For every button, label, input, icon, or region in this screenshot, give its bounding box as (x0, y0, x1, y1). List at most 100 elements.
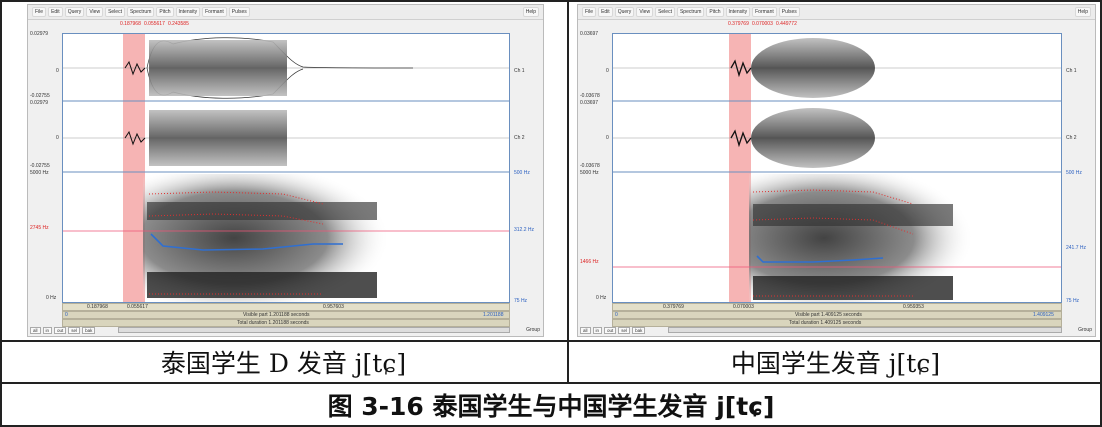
time-segment-1: 0.187968 (87, 304, 108, 310)
window-end-time: 1.409125 (1033, 312, 1054, 318)
menu-help[interactable]: Help (522, 7, 539, 17)
ch1-zero-label: 0 (606, 68, 609, 74)
row-divider (0, 340, 1102, 342)
menu-file[interactable]: File (32, 7, 47, 17)
menu-select[interactable]: Select (105, 7, 125, 17)
menu-file[interactable]: File (582, 7, 597, 17)
burst-ch2 (730, 129, 752, 148)
pitch-contour (150, 233, 343, 251)
menu-pulses[interactable]: Pulses (228, 7, 250, 17)
zoom-buttons: all in out sel bak (30, 327, 96, 334)
menu-edit[interactable]: Edit (598, 7, 613, 17)
ch2-min-label: -0.02755 (30, 163, 50, 169)
menu-query[interactable]: Query (614, 7, 635, 17)
channel-1-label[interactable]: Ch 1 (1066, 68, 1077, 74)
selection-duration: 0.070003 (752, 21, 773, 27)
praat-window-thai: File Edit Query View Select Spectrum Pit… (27, 4, 544, 337)
zoom-back-button[interactable]: bak (632, 327, 646, 334)
selection-end-time: 0.449772 (776, 21, 797, 27)
total-duration-label: Total duration 1.201188 seconds (237, 320, 309, 326)
menu-intensity[interactable]: Intensity (175, 7, 201, 17)
pitch-contour (756, 255, 884, 263)
visible-part-label: Visible part 1.409125 seconds (795, 312, 862, 318)
vowel-waveform-ch1 (751, 38, 875, 98)
visible-part-label: Visible part 1.201188 seconds (243, 312, 310, 318)
menu-help[interactable]: Help (1074, 7, 1091, 17)
zoom-all-button[interactable]: all (30, 327, 41, 334)
zoom-out-button[interactable]: out (54, 327, 67, 334)
menu-query[interactable]: Query (64, 7, 85, 17)
time-segment-3: 0.957603 (323, 304, 344, 310)
menu-pitch[interactable]: Pitch (706, 7, 724, 17)
zoom-selection-button[interactable]: sel (68, 327, 81, 334)
vowel-waveform-ch2 (149, 110, 287, 166)
pitch-bottom-label: 75 Hz (1066, 298, 1080, 304)
menu-view[interactable]: View (86, 7, 104, 17)
menu-edit[interactable]: Edit (48, 7, 63, 17)
praat-signal-area[interactable] (62, 33, 510, 303)
f1-band (147, 272, 377, 298)
visible-part-bar[interactable]: 0 Visible part 1.409125 seconds 1.409125 (612, 311, 1062, 319)
menu-intensity[interactable]: Intensity (725, 7, 751, 17)
pitch-top-label: 500 Hz (514, 170, 530, 176)
menu-formant[interactable]: Formant (202, 7, 227, 17)
menu-spectrum[interactable]: Spectrum (676, 7, 705, 17)
f2-band (147, 202, 377, 220)
caption-thai-student: 泰国学生 D 发音 j[tɕ] (160, 349, 407, 378)
praat-signal-area[interactable] (612, 33, 1062, 303)
menu-select[interactable]: Select (655, 7, 675, 17)
burst-ch2 (124, 130, 146, 146)
caption-chinese-student: 中国学生发音 j[tɕ] (730, 349, 941, 378)
formant-track-f3 (148, 191, 324, 205)
selection-highlight (123, 34, 145, 302)
window-start-time: 0 (65, 312, 68, 318)
zoom-back-button[interactable]: bak (82, 327, 96, 334)
waveform-spectrogram-graphic (613, 34, 1061, 302)
selection-start-time: 0.187968 (120, 21, 141, 27)
menu-formant[interactable]: Formant (752, 7, 777, 17)
zoom-in-button[interactable]: in (592, 327, 603, 334)
horizontal-scrollbar[interactable] (668, 327, 1062, 333)
menu-pulses[interactable]: Pulses (778, 7, 800, 17)
total-duration-bar[interactable]: Total duration 1.201188 seconds (62, 319, 510, 327)
zoom-selection-button[interactable]: sel (618, 327, 631, 334)
formant-track-f2 (752, 217, 914, 235)
ch2-zero-label: 0 (56, 135, 59, 141)
menu-pitch[interactable]: Pitch (156, 7, 174, 17)
menu-view[interactable]: View (636, 7, 654, 17)
row-divider (0, 382, 1102, 384)
ch1-max-label: 0.03697 (580, 31, 599, 37)
total-duration-label: Total duration 1.409125 seconds (789, 320, 862, 326)
zoom-all-button[interactable]: all (580, 327, 591, 334)
visible-part-bar[interactable]: 0 Visible part 1.201188 seconds 1.201188 (62, 311, 510, 319)
selection-end-time: 0.243585 (168, 21, 189, 27)
channel-1-label[interactable]: Ch 1 (514, 68, 525, 74)
zoom-buttons: all in out sel bak (580, 327, 646, 334)
group-checkbox-label[interactable]: Group (1078, 327, 1092, 333)
zoom-out-button[interactable]: out (604, 327, 617, 334)
ch2-min-label: -0.03678 (580, 163, 600, 169)
zoom-in-button[interactable]: in (42, 327, 53, 334)
ch2-max-label: 0.03697 (580, 100, 599, 106)
channel-2-label[interactable]: Ch 2 (1066, 135, 1077, 141)
group-checkbox-label[interactable]: Group (526, 327, 540, 333)
horizontal-scrollbar[interactable] (118, 327, 510, 333)
window-start-time: 0 (615, 312, 618, 318)
menu-spectrum[interactable]: Spectrum (126, 7, 155, 17)
vowel-waveform-ch1 (149, 40, 287, 96)
ch1-min-label: -0.03678 (580, 93, 600, 99)
figure-title: 图 3-16 泰国学生与中国学生发音 j[tɕ] (327, 391, 775, 421)
ch2-zero-label: 0 (606, 135, 609, 141)
ch1-min-label: -0.02755 (30, 93, 50, 99)
window-end-time: 1.201188 (483, 312, 504, 318)
channel-2-label[interactable]: Ch 2 (514, 135, 525, 141)
total-duration-bar[interactable]: Total duration 1.409125 seconds (612, 319, 1062, 327)
selection-time-bar[interactable]: 0.379769 0.070003 0.959353 (612, 303, 1062, 311)
selection-duration: 0.055617 (144, 21, 165, 27)
time-segment-2: 0.070003 (733, 304, 754, 310)
selection-time-bar[interactable]: 0.187968 0.055617 0.957603 (62, 303, 510, 311)
burst-ch1 (124, 60, 146, 76)
column-divider (567, 0, 569, 382)
